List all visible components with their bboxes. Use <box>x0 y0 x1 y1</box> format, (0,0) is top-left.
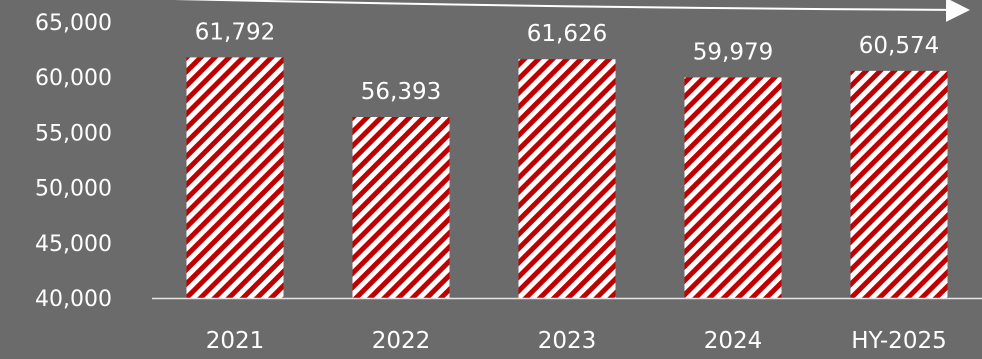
y-tick-label: 40,000 <box>35 287 112 312</box>
data-label: 59,979 <box>693 39 773 65</box>
y-tick-label: 60,000 <box>35 66 112 91</box>
bar-2023 <box>518 59 616 298</box>
y-tick-label: 65,000 <box>35 11 112 36</box>
y-tick-label: 50,000 <box>35 177 112 202</box>
data-label: 56,393 <box>361 79 441 105</box>
data-label: 60,574 <box>859 33 939 59</box>
data-label: 61,626 <box>527 21 607 47</box>
y-tick-label: 55,000 <box>35 121 112 146</box>
bar-2021 <box>186 57 284 298</box>
bar-2024 <box>684 77 782 298</box>
category-label: 2024 <box>704 328 763 354</box>
category-labels: 2021 2022 2023 2024 HY-2025 <box>206 328 947 354</box>
category-label: 2021 <box>206 328 265 354</box>
bar-hy-2025 <box>850 70 948 298</box>
y-tick-label: 45,000 <box>35 232 112 257</box>
category-label: 2023 <box>538 328 597 354</box>
y-axis-ticks: 40,000 45,000 50,000 55,000 60,000 65,000 <box>35 11 112 312</box>
trend-arrow <box>173 0 970 22</box>
bars <box>186 57 948 299</box>
bar-2022 <box>352 117 450 299</box>
category-label: 2022 <box>372 328 431 354</box>
data-labels: 61,792 56,393 61,626 59,979 60,574 <box>195 19 939 105</box>
category-label: HY-2025 <box>851 328 946 354</box>
data-label: 61,792 <box>195 19 275 45</box>
